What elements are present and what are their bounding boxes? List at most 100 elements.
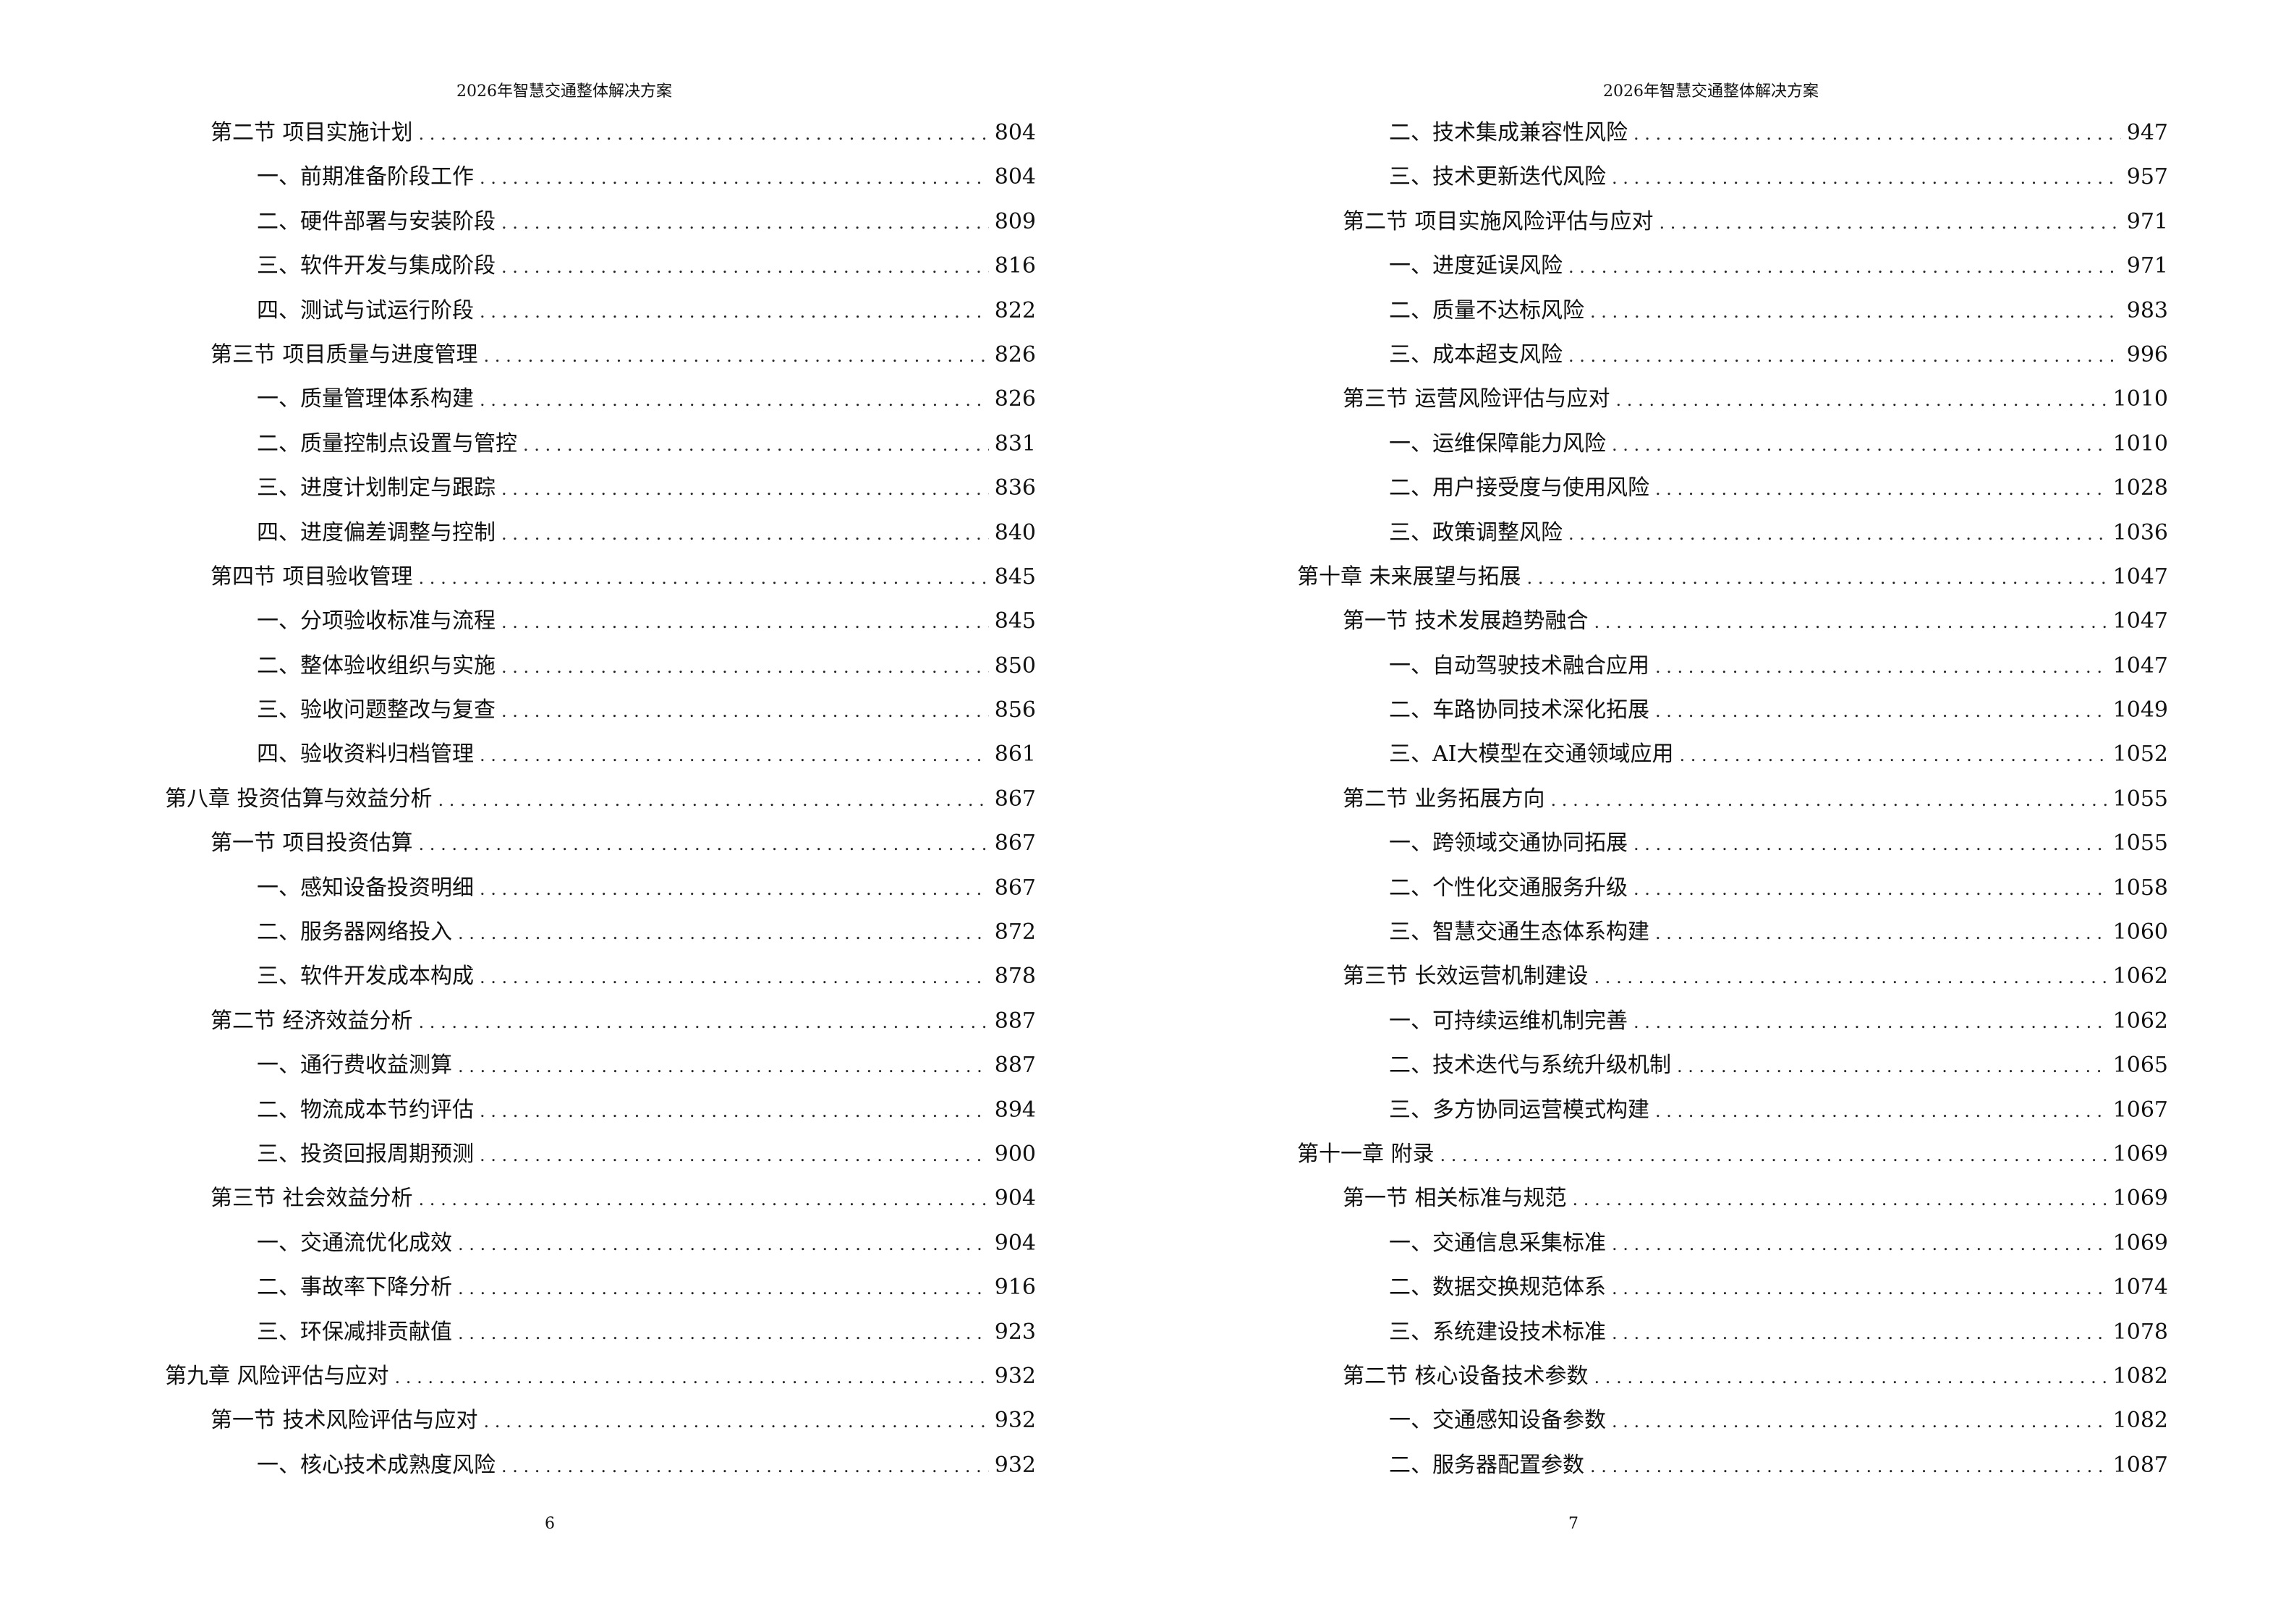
- toc-subsection-entry[interactable]: 二、技术迭代与系统升级机制 1065: [1297, 1048, 2168, 1092]
- toc-subsection-entry[interactable]: 四、测试与试运行阶段 822: [165, 294, 1036, 338]
- toc-entry-title: 第三节 项目质量与进度管理: [211, 341, 478, 367]
- dot-leader: [395, 1360, 989, 1395]
- toc-section-entry[interactable]: 第二节 项目实施风险评估与应对 971: [1297, 205, 2168, 249]
- toc-section-entry[interactable]: 第一节 相关标准与规范 1069: [1297, 1181, 2168, 1225]
- dot-leader: [458, 1316, 989, 1351]
- toc-entry-page: 856: [994, 697, 1036, 723]
- toc-subsection-entry[interactable]: 三、成本超支风险 996: [1297, 338, 2168, 382]
- toc-section-entry[interactable]: 第二节 经济效益分析 887: [165, 1004, 1036, 1048]
- toc-subsection-entry[interactable]: 二、服务器配置参数 1087: [1297, 1448, 2168, 1492]
- dot-leader: [1655, 916, 2107, 951]
- toc-entry-title: 二、用户接受度与使用风险: [1389, 475, 1649, 501]
- toc-subsection-entry[interactable]: 二、质量控制点设置与管控 831: [165, 427, 1036, 471]
- toc-subsection-entry[interactable]: 一、交通感知设备参数 1082: [1297, 1403, 2168, 1447]
- toc-subsection-entry[interactable]: 三、环保减排贡献值 923: [165, 1315, 1036, 1359]
- toc-section-entry[interactable]: 第一节 项目投资估算 867: [165, 826, 1036, 870]
- toc-subsection-entry[interactable]: 三、软件开发与集成阶段 816: [165, 249, 1036, 293]
- toc-subsection-entry[interactable]: 一、分项验收标准与流程 845: [165, 604, 1036, 648]
- toc-subsection-entry[interactable]: 二、硬件部署与安装阶段 809: [165, 205, 1036, 249]
- toc-subsection-entry[interactable]: 一、交通流优化成效 904: [165, 1226, 1036, 1270]
- dot-leader: [480, 1138, 989, 1173]
- toc-entry-title: 一、通行费收益测算: [257, 1053, 452, 1079]
- dot-leader: [1568, 250, 2121, 284]
- dot-leader: [1633, 1005, 2107, 1040]
- toc-subsection-entry[interactable]: 二、质量不达标风险 983: [1297, 294, 2168, 338]
- toc-subsection-entry[interactable]: 一、进度延误风险 971: [1297, 249, 2168, 293]
- toc-section-entry[interactable]: 第三节 长效运营机制建设 1062: [1297, 959, 2168, 1003]
- toc-chapter-entry[interactable]: 第九章 风险评估与应对 932: [165, 1359, 1036, 1403]
- toc-subsection-entry[interactable]: 一、自动驾驶技术融合应用 1047: [1297, 649, 2168, 693]
- toc-subsection-entry[interactable]: 一、感知设备投资明细 867: [165, 871, 1036, 915]
- toc-entry-title: 第九章 风险评估与应对: [165, 1363, 389, 1389]
- toc-subsection-entry[interactable]: 二、整体验收组织与实施 850: [165, 649, 1036, 693]
- toc-entry-page: 822: [994, 297, 1036, 323]
- toc-entry-page: 1082: [2112, 1408, 2168, 1434]
- toc-subsection-entry[interactable]: 三、技术更新迭代风险 957: [1297, 160, 2168, 204]
- toc-section-entry[interactable]: 第一节 技术风险评估与应对 932: [165, 1403, 1036, 1447]
- toc-entry-page: 1082: [2112, 1363, 2168, 1389]
- toc-subsection-entry[interactable]: 三、进度计划制定与跟踪 836: [165, 471, 1036, 515]
- toc-subsection-entry[interactable]: 三、AI大模型在交通领域应用 1052: [1297, 737, 2168, 781]
- toc-entry-page: 867: [994, 830, 1036, 856]
- toc-section-entry[interactable]: 第一节 技术发展趋势融合 1047: [1297, 604, 2168, 648]
- toc-entry-title: 第三节 社会效益分析: [211, 1186, 413, 1212]
- toc-section-entry[interactable]: 第二节 核心设备技术参数 1082: [1297, 1359, 2168, 1403]
- dot-leader: [438, 783, 989, 817]
- toc-subsection-entry[interactable]: 一、跨领域交通协同拓展 1055: [1297, 826, 2168, 870]
- toc-entry-title: 第一节 相关标准与规范: [1343, 1186, 1567, 1212]
- toc-entry-title: 三、政策调整风险: [1389, 519, 1563, 545]
- toc-entry-page: 1010: [2112, 386, 2168, 412]
- dot-leader: [1573, 1182, 2107, 1217]
- toc-entry-title: 一、质量管理体系构建: [257, 386, 474, 412]
- toc-subsection-entry[interactable]: 三、政策调整风险 1036: [1297, 516, 2168, 560]
- toc-subsection-entry[interactable]: 三、智慧交通生态体系构建 1060: [1297, 915, 2168, 959]
- toc-subsection-entry[interactable]: 二、物流成本节约评估 894: [165, 1093, 1036, 1137]
- toc-section-entry[interactable]: 第三节 项目质量与进度管理 826: [165, 338, 1036, 382]
- toc-subsection-entry[interactable]: 三、投资回报周期预测 900: [165, 1137, 1036, 1181]
- toc-section-entry[interactable]: 第三节 社会效益分析 904: [165, 1181, 1036, 1225]
- toc-entry-page: 850: [994, 652, 1036, 679]
- toc-chapter-entry[interactable]: 第十一章 附录 1069: [1297, 1137, 2168, 1181]
- page-number: 6: [545, 1515, 555, 1533]
- dot-leader: [480, 1094, 989, 1128]
- toc-subsection-entry[interactable]: 一、质量管理体系构建 826: [165, 382, 1036, 426]
- toc-subsection-entry[interactable]: 四、进度偏差调整与控制 840: [165, 516, 1036, 560]
- toc-subsection-entry[interactable]: 三、多方协同运营模式构建 1067: [1297, 1093, 2168, 1137]
- toc-subsection-entry[interactable]: 二、服务器网络投入 872: [165, 915, 1036, 959]
- toc-subsection-entry[interactable]: 二、用户接受度与使用风险 1028: [1297, 471, 2168, 515]
- toc-entry-page: 1058: [2112, 875, 2168, 901]
- dot-leader: [1594, 1360, 2107, 1395]
- toc-entry-title: 三、软件开发成本构成: [257, 964, 474, 990]
- toc-section-entry[interactable]: 第二节 项目实施计划 804: [165, 116, 1036, 160]
- dot-leader: [480, 738, 989, 773]
- dot-leader: [1655, 472, 2107, 506]
- toc-subsection-entry[interactable]: 二、事故率下降分析 916: [165, 1270, 1036, 1314]
- toc-subsection-entry[interactable]: 二、技术集成兼容性风险 947: [1297, 116, 2168, 160]
- toc-subsection-entry[interactable]: 一、交通信息采集标准 1069: [1297, 1226, 2168, 1270]
- toc-subsection-entry[interactable]: 三、软件开发成本构成 878: [165, 959, 1036, 1003]
- toc-subsection-entry[interactable]: 一、核心技术成熟度风险 932: [165, 1448, 1036, 1492]
- toc-subsection-entry[interactable]: 一、前期准备阶段工作 804: [165, 160, 1036, 204]
- toc-chapter-entry[interactable]: 第十章 未来展望与拓展 1047: [1297, 560, 2168, 604]
- dot-leader: [419, 561, 989, 595]
- toc-entry-page: 845: [994, 564, 1036, 590]
- dot-leader: [501, 205, 989, 240]
- toc-subsection-entry[interactable]: 四、验收资料归档管理 861: [165, 737, 1036, 781]
- toc-section-entry[interactable]: 第二节 业务拓展方向 1055: [1297, 782, 2168, 826]
- dot-leader: [458, 1049, 989, 1084]
- toc-chapter-entry[interactable]: 第八章 投资估算与效益分析 867: [165, 782, 1036, 826]
- toc-subsection-entry[interactable]: 二、数据交换规范体系 1074: [1297, 1270, 2168, 1314]
- toc-subsection-entry[interactable]: 一、运维保障能力风险 1010: [1297, 427, 2168, 471]
- toc-subsection-entry[interactable]: 三、系统建设技术标准 1078: [1297, 1315, 2168, 1359]
- toc-subsection-entry[interactable]: 一、通行费收益测算 887: [165, 1048, 1036, 1092]
- toc-subsection-entry[interactable]: 二、车路协同技术深化拓展 1049: [1297, 693, 2168, 737]
- toc-subsection-entry[interactable]: 二、个性化交通服务升级 1058: [1297, 871, 2168, 915]
- toc-section-entry[interactable]: 第四节 项目验收管理 845: [165, 560, 1036, 604]
- toc-subsection-entry[interactable]: 一、可持续运维机制完善 1062: [1297, 1004, 2168, 1048]
- toc-entry-title: 一、交通流优化成效: [257, 1230, 452, 1256]
- toc-entry-page: 932: [994, 1452, 1036, 1478]
- toc-section-entry[interactable]: 第三节 运营风险评估与应对 1010: [1297, 382, 2168, 426]
- toc-subsection-entry[interactable]: 三、验收问题整改与复查 856: [165, 693, 1036, 737]
- dot-leader: [1551, 783, 2107, 817]
- toc-entry-page: 845: [994, 608, 1036, 634]
